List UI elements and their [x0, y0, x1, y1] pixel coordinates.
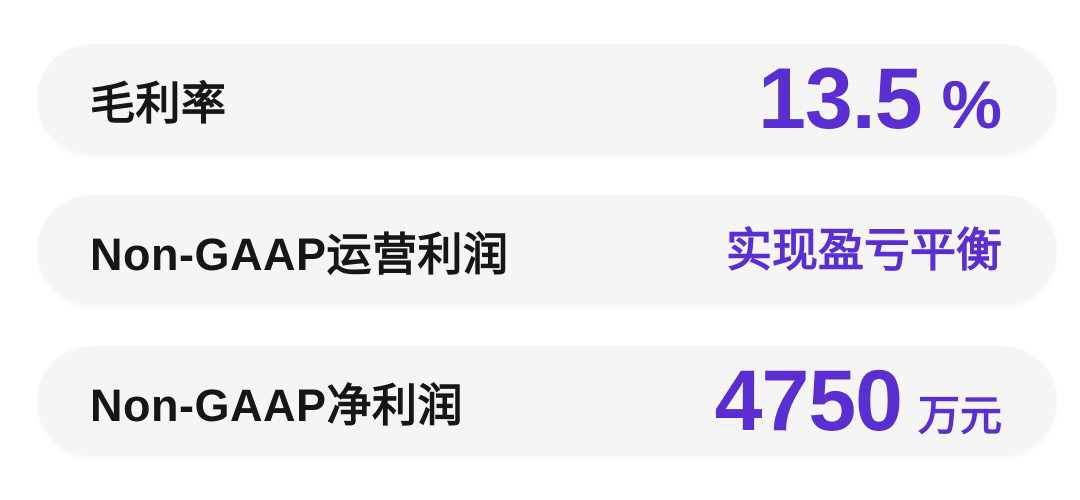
- operating-profit-label: Non-GAAP运营利润: [90, 228, 509, 280]
- net-profit-value: 4750 万元: [715, 358, 1002, 444]
- metric-list: 毛利率 13.5 % Non-GAAP运营利润 实现盈亏平衡 Non-GAAP净…: [37, 44, 1057, 456]
- net-profit-number: 4750: [714, 353, 903, 449]
- gross-margin-value: 13.5 %: [758, 56, 1002, 142]
- metric-row-operating-profit: Non-GAAP运营利润 实现盈亏平衡: [37, 195, 1057, 305]
- metric-row-net-profit: Non-GAAP净利润 4750 万元: [37, 346, 1057, 456]
- operating-profit-value: 实现盈亏平衡: [726, 227, 1002, 273]
- operating-profit-text: 实现盈亏平衡: [726, 224, 1002, 276]
- net-profit-unit: 万元: [917, 392, 1002, 439]
- gross-margin-number: 13.5: [758, 51, 922, 147]
- gross-margin-unit: %: [941, 67, 1002, 143]
- gross-margin-label: 毛利率: [90, 77, 227, 129]
- net-profit-label: Non-GAAP净利润: [90, 379, 463, 431]
- metric-row-gross-margin: 毛利率 13.5 %: [37, 44, 1057, 154]
